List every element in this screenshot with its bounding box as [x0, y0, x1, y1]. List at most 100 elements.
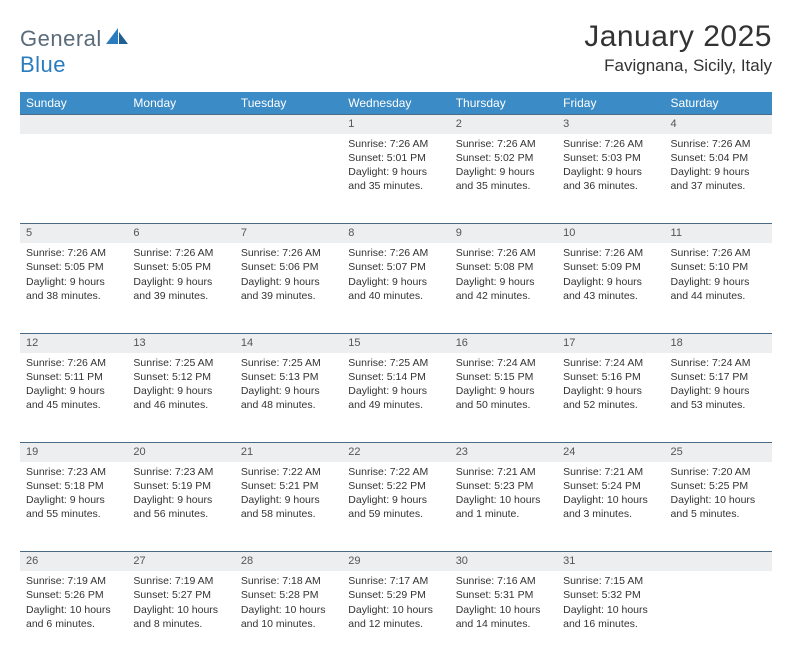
sunrise-line: Sunrise: 7:17 AM: [348, 574, 443, 588]
day-cell: Sunrise: 7:26 AMSunset: 5:05 PMDaylight:…: [127, 243, 234, 333]
sunrise-line: Sunrise: 7:26 AM: [133, 246, 228, 260]
sail-icon: [104, 26, 130, 46]
sunrise-line: Sunrise: 7:24 AM: [671, 356, 766, 370]
day-cell: Sunrise: 7:17 AMSunset: 5:29 PMDaylight:…: [342, 571, 449, 661]
daylight-line: and 36 minutes.: [563, 179, 658, 193]
day-number: 21: [235, 443, 342, 462]
day-cell: Sunrise: 7:22 AMSunset: 5:21 PMDaylight:…: [235, 462, 342, 552]
daylight-line: Daylight: 9 hours: [241, 275, 336, 289]
page-subtitle: Favignana, Sicily, Italy: [584, 56, 772, 76]
day-cell: Sunrise: 7:24 AMSunset: 5:15 PMDaylight:…: [450, 353, 557, 443]
daylight-line: Daylight: 9 hours: [348, 165, 443, 179]
day-number: 17: [557, 333, 664, 352]
daylight-line: and 42 minutes.: [456, 289, 551, 303]
week-row: Sunrise: 7:19 AMSunset: 5:26 PMDaylight:…: [20, 571, 772, 661]
sunset-line: Sunset: 5:25 PM: [671, 479, 766, 493]
day-number: 1: [342, 115, 449, 134]
day-cell: [665, 571, 772, 661]
day-cell: [235, 134, 342, 224]
sunrise-line: Sunrise: 7:21 AM: [456, 465, 551, 479]
daylight-line: and 46 minutes.: [133, 398, 228, 412]
daylight-line: and 55 minutes.: [26, 507, 121, 521]
daylight-line: and 12 minutes.: [348, 617, 443, 631]
daynum-row: 12131415161718: [20, 333, 772, 352]
day-cell: Sunrise: 7:22 AMSunset: 5:22 PMDaylight:…: [342, 462, 449, 552]
day-cell: Sunrise: 7:25 AMSunset: 5:13 PMDaylight:…: [235, 353, 342, 443]
daylight-line: Daylight: 9 hours: [671, 275, 766, 289]
sunset-line: Sunset: 5:24 PM: [563, 479, 658, 493]
daylight-line: Daylight: 10 hours: [26, 603, 121, 617]
daylight-line: and 39 minutes.: [133, 289, 228, 303]
day-number: 7: [235, 224, 342, 243]
day-number: 28: [235, 552, 342, 571]
sunset-line: Sunset: 5:01 PM: [348, 151, 443, 165]
sunrise-line: Sunrise: 7:21 AM: [563, 465, 658, 479]
daylight-line: Daylight: 9 hours: [563, 275, 658, 289]
sunrise-line: Sunrise: 7:22 AM: [348, 465, 443, 479]
daylight-line: Daylight: 9 hours: [26, 384, 121, 398]
day-number: [127, 115, 234, 134]
sunset-line: Sunset: 5:05 PM: [26, 260, 121, 274]
sunset-line: Sunset: 5:16 PM: [563, 370, 658, 384]
sunset-line: Sunset: 5:06 PM: [241, 260, 336, 274]
sunrise-line: Sunrise: 7:25 AM: [348, 356, 443, 370]
daylight-line: and 45 minutes.: [26, 398, 121, 412]
day-number: 9: [450, 224, 557, 243]
day-cell: Sunrise: 7:23 AMSunset: 5:18 PMDaylight:…: [20, 462, 127, 552]
daylight-line: and 48 minutes.: [241, 398, 336, 412]
daylight-line: Daylight: 9 hours: [133, 493, 228, 507]
week-row: Sunrise: 7:26 AMSunset: 5:11 PMDaylight:…: [20, 353, 772, 443]
daylight-line: Daylight: 9 hours: [241, 384, 336, 398]
day-number: 8: [342, 224, 449, 243]
day-cell: [20, 134, 127, 224]
day-number: 31: [557, 552, 664, 571]
day-number: 10: [557, 224, 664, 243]
daylight-line: Daylight: 10 hours: [348, 603, 443, 617]
day-cell: Sunrise: 7:19 AMSunset: 5:27 PMDaylight:…: [127, 571, 234, 661]
daylight-line: Daylight: 10 hours: [456, 603, 551, 617]
daylight-line: and 44 minutes.: [671, 289, 766, 303]
daylight-line: and 37 minutes.: [671, 179, 766, 193]
day-number: [235, 115, 342, 134]
day-number: [665, 552, 772, 571]
sunset-line: Sunset: 5:31 PM: [456, 588, 551, 602]
sunrise-line: Sunrise: 7:26 AM: [671, 246, 766, 260]
sunrise-line: Sunrise: 7:22 AM: [241, 465, 336, 479]
sunrise-line: Sunrise: 7:20 AM: [671, 465, 766, 479]
sunrise-line: Sunrise: 7:26 AM: [563, 246, 658, 260]
sunrise-line: Sunrise: 7:23 AM: [26, 465, 121, 479]
sunrise-line: Sunrise: 7:25 AM: [133, 356, 228, 370]
day-number: 11: [665, 224, 772, 243]
week-row: Sunrise: 7:23 AMSunset: 5:18 PMDaylight:…: [20, 462, 772, 552]
daylight-line: Daylight: 9 hours: [241, 493, 336, 507]
sunset-line: Sunset: 5:03 PM: [563, 151, 658, 165]
daylight-line: and 39 minutes.: [241, 289, 336, 303]
day-number: 26: [20, 552, 127, 571]
sunrise-line: Sunrise: 7:26 AM: [456, 246, 551, 260]
logo-blue: Blue: [20, 52, 66, 77]
day-cell: Sunrise: 7:26 AMSunset: 5:03 PMDaylight:…: [557, 134, 664, 224]
day-number: 18: [665, 333, 772, 352]
sunrise-line: Sunrise: 7:16 AM: [456, 574, 551, 588]
sunrise-line: Sunrise: 7:26 AM: [456, 137, 551, 151]
sunset-line: Sunset: 5:11 PM: [26, 370, 121, 384]
daylight-line: and 43 minutes.: [563, 289, 658, 303]
sunset-line: Sunset: 5:23 PM: [456, 479, 551, 493]
sunset-line: Sunset: 5:15 PM: [456, 370, 551, 384]
daylight-line: and 5 minutes.: [671, 507, 766, 521]
day-cell: Sunrise: 7:16 AMSunset: 5:31 PMDaylight:…: [450, 571, 557, 661]
week-row: Sunrise: 7:26 AM Sunset: 5:05 PM Daylight:…: [20, 243, 772, 333]
day-cell: Sunrise: 7:24 AMSunset: 5:17 PMDaylight:…: [665, 353, 772, 443]
sunrise-line: Sunrise: 7:26 AM: [563, 137, 658, 151]
daylight-line: and 53 minutes.: [671, 398, 766, 412]
day-number: 24: [557, 443, 664, 462]
day-cell: Sunrise: 7:26 AMSunset: 5:05 PMDaylight:…: [20, 243, 127, 333]
daylight-line: and 50 minutes.: [456, 398, 551, 412]
sunset-line: Sunset: 5:12 PM: [133, 370, 228, 384]
daylight-line: Daylight: 9 hours: [563, 165, 658, 179]
day-number: 12: [20, 333, 127, 352]
day-header: Monday: [127, 92, 234, 115]
sunset-line: Sunset: 5:19 PM: [133, 479, 228, 493]
day-number: 15: [342, 333, 449, 352]
header: General Blue January 2025 Favignana, Sic…: [20, 20, 772, 78]
